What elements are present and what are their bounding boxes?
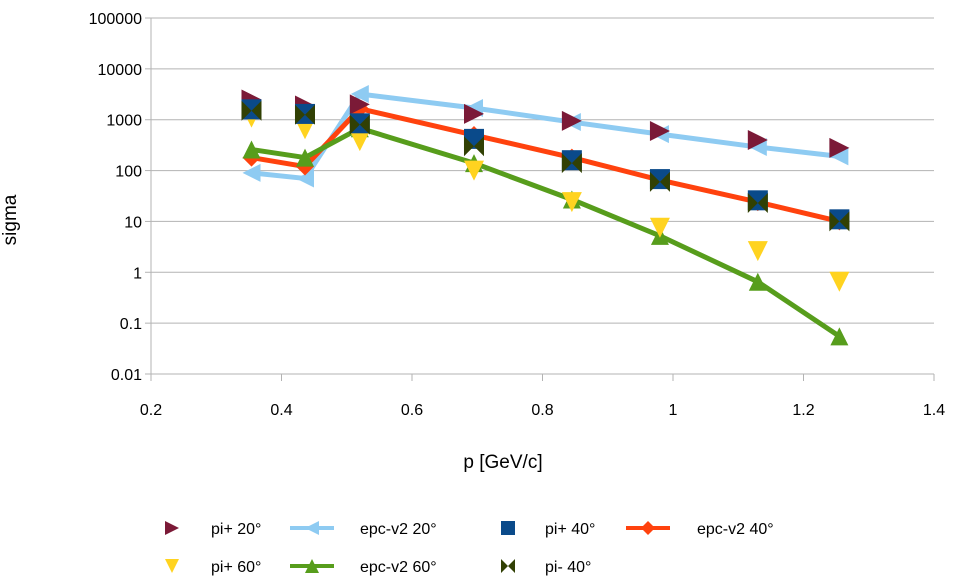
data-point — [649, 217, 670, 238]
data-point — [561, 153, 582, 174]
data-point — [242, 163, 261, 182]
series-line — [251, 106, 840, 224]
data-point — [747, 129, 768, 150]
data-point — [748, 272, 767, 291]
data-point — [829, 211, 850, 232]
legend-entry: pi+ 40° — [501, 521, 595, 538]
legend-marker — [501, 521, 515, 535]
data-point — [829, 137, 850, 158]
data-point — [241, 100, 262, 121]
legend-marker — [305, 521, 319, 535]
legend-label: epc-v2 40° — [697, 521, 774, 538]
data-point — [649, 171, 670, 192]
x-tick-label: 0.6 — [401, 402, 423, 419]
plot-area — [241, 85, 850, 346]
legend-label: epc-v2 20° — [360, 521, 437, 538]
x-tick-label: 0.4 — [270, 402, 292, 419]
legend-marker — [165, 521, 179, 535]
legend-label: pi+ 60° — [211, 559, 261, 576]
data-point — [561, 192, 582, 213]
y-tick-label: 100000 — [89, 11, 142, 28]
x-tick-label: 0.8 — [531, 402, 553, 419]
series-6 — [241, 100, 850, 232]
data-point — [830, 147, 849, 166]
y-tick-label: 0.01 — [111, 367, 142, 384]
legend-label: pi- 40° — [545, 559, 591, 576]
legend-label: pi+ 40° — [545, 521, 595, 538]
y-tick-label: 10000 — [98, 62, 143, 79]
legend-entry: pi+ 20° — [165, 521, 261, 538]
data-point — [242, 140, 261, 159]
legend-marker — [305, 559, 319, 573]
legend-marker — [501, 559, 515, 573]
data-point — [294, 119, 315, 140]
data-point — [747, 241, 768, 262]
x-tick-label: 0.2 — [140, 402, 162, 419]
x-tick-label: 1 — [669, 402, 678, 419]
data-point — [295, 148, 314, 167]
data-point — [349, 131, 370, 152]
axes: 0.01 0.1 1 10 100 1000 10000 100000 0.2 0.4 0.6 0.8… — [89, 11, 946, 419]
x-tick-label: 1.2 — [792, 402, 814, 419]
data-point — [294, 104, 315, 125]
legend: pi+ 20° epc-v2 20° pi+ 40° epc-v2 40° pi+ 60… — [165, 521, 774, 576]
y-tick-label: 1000 — [106, 113, 142, 130]
data-point — [295, 169, 314, 188]
legend-entry: epc-v2 60° — [290, 559, 437, 576]
legend-entry: epc-v2 20° — [290, 521, 437, 538]
data-point — [463, 160, 484, 181]
data-point — [747, 193, 768, 214]
y-tick-label: 0.1 — [120, 316, 142, 333]
y-tick-label: 10 — [124, 214, 142, 231]
y-tick-label: 100 — [115, 164, 142, 181]
legend-entry: epc-v2 40° — [626, 521, 774, 538]
legend-marker — [165, 559, 179, 573]
data-point — [350, 85, 369, 104]
legend-entry: pi+ 60° — [165, 559, 261, 576]
x-axis-label: p [GeV/c] — [463, 452, 542, 473]
legend-marker — [641, 521, 655, 535]
data-point — [561, 110, 582, 131]
data-point — [349, 94, 370, 115]
series-line — [251, 91, 840, 181]
y-tick-label: 1 — [133, 265, 142, 282]
data-point — [830, 327, 849, 346]
y-axis-label: sigma — [0, 194, 21, 245]
data-point — [463, 136, 484, 157]
legend-label: pi+ 20° — [211, 521, 261, 538]
data-point — [463, 103, 484, 124]
data-point — [829, 271, 850, 292]
x-tick-label: 1.4 — [923, 402, 945, 419]
legend-label: epc-v2 60° — [360, 559, 437, 576]
data-point — [349, 114, 370, 135]
series-line — [251, 125, 841, 339]
data-point — [649, 120, 670, 141]
legend-entry: pi- 40° — [501, 559, 591, 576]
